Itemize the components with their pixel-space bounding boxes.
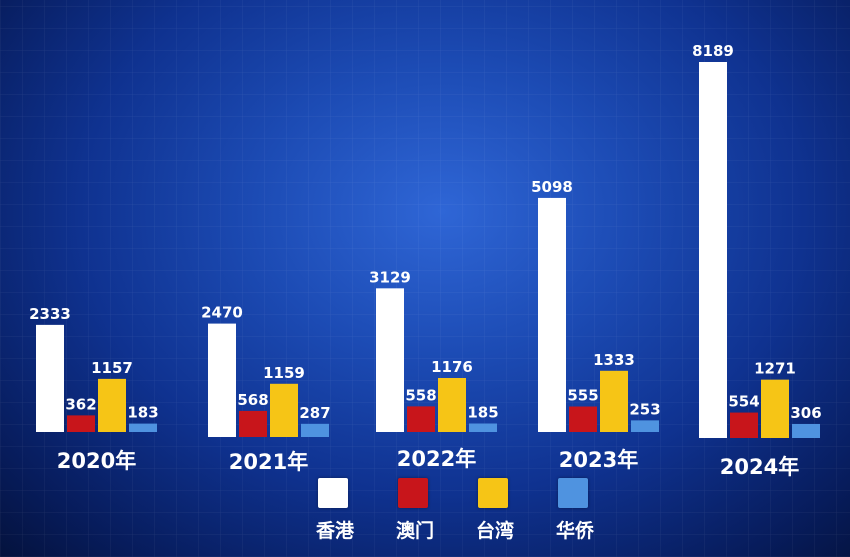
category-label-4: 2023年 bbox=[559, 448, 638, 472]
bar-hongkong-2 bbox=[208, 323, 236, 437]
bar-overseas-chinese-4 bbox=[631, 420, 659, 432]
value-label-taiwan-2: 1159 bbox=[263, 364, 305, 382]
value-label-overseas-chinese-1: 183 bbox=[127, 404, 158, 422]
legend-item-hongkong: 香港 bbox=[300, 478, 370, 548]
bar-taiwan-1 bbox=[98, 378, 126, 432]
value-label-hongkong-2: 2470 bbox=[201, 304, 243, 322]
value-label-overseas-chinese-3: 185 bbox=[467, 404, 498, 422]
category-label-1: 2020年 bbox=[57, 449, 136, 473]
value-label-taiwan-3: 1176 bbox=[431, 358, 473, 376]
category-label-2: 2021年 bbox=[229, 450, 308, 474]
value-label-hongkong-4: 5098 bbox=[531, 178, 573, 196]
bar-taiwan-4 bbox=[600, 370, 628, 432]
bar-hongkong-4 bbox=[538, 197, 566, 432]
value-label-overseas-chinese-4: 253 bbox=[629, 400, 660, 418]
bar-macau-2 bbox=[239, 410, 267, 437]
bar-macau-1 bbox=[67, 415, 95, 432]
legend-label-hongkong: 香港 bbox=[315, 520, 354, 542]
legend-item-macau: 澳门 bbox=[380, 478, 450, 548]
value-label-overseas-chinese-2: 287 bbox=[299, 404, 330, 422]
legend-swatch-taiwan bbox=[478, 478, 508, 508]
value-label-macau-1: 362 bbox=[65, 395, 96, 413]
bar-taiwan-5 bbox=[761, 379, 789, 438]
legend-item-taiwan: 台湾 bbox=[460, 478, 530, 548]
legend-swatch-overseas-chinese bbox=[558, 478, 588, 508]
value-label-hongkong-5: 8189 bbox=[692, 42, 734, 60]
bar-overseas-chinese-5 bbox=[792, 423, 820, 438]
bar-macau-5 bbox=[730, 412, 758, 438]
legend-swatch-macau bbox=[398, 478, 428, 508]
bar-macau-3 bbox=[407, 406, 435, 432]
legend: 香港 澳门 台湾 华侨 bbox=[300, 478, 620, 548]
value-label-taiwan-4: 1333 bbox=[593, 351, 635, 369]
bar-taiwan-2 bbox=[270, 383, 298, 437]
value-label-overseas-chinese-5: 306 bbox=[790, 404, 821, 422]
value-label-macau-4: 555 bbox=[567, 387, 598, 405]
bar-taiwan-3 bbox=[438, 378, 466, 432]
bar-overseas-chinese-2 bbox=[301, 423, 329, 437]
value-label-taiwan-1: 1157 bbox=[91, 359, 133, 377]
legend-label-macau: 澳门 bbox=[395, 520, 434, 542]
category-label-5: 2024年 bbox=[720, 455, 799, 479]
value-label-hongkong-3: 3129 bbox=[369, 268, 411, 286]
value-label-hongkong-1: 2333 bbox=[29, 305, 71, 323]
value-label-macau-3: 558 bbox=[405, 386, 436, 404]
bar-overseas-chinese-3 bbox=[469, 423, 497, 432]
legend-label-taiwan: 台湾 bbox=[475, 520, 514, 542]
value-label-macau-2: 568 bbox=[237, 391, 268, 409]
legend-item-overseas-chinese: 华侨 bbox=[540, 478, 610, 548]
bar-overseas-chinese-1 bbox=[129, 423, 157, 432]
legend-label-overseas-chinese: 华侨 bbox=[555, 520, 594, 542]
bar-hongkong-5 bbox=[699, 62, 727, 438]
value-label-taiwan-5: 1271 bbox=[754, 360, 796, 378]
legend-swatch-hongkong bbox=[318, 478, 348, 508]
bar-macau-4 bbox=[569, 406, 597, 432]
category-label-3: 2022年 bbox=[397, 447, 476, 471]
bar-hongkong-3 bbox=[376, 288, 404, 432]
value-label-macau-5: 554 bbox=[728, 393, 759, 411]
bar-hongkong-1 bbox=[36, 324, 64, 432]
